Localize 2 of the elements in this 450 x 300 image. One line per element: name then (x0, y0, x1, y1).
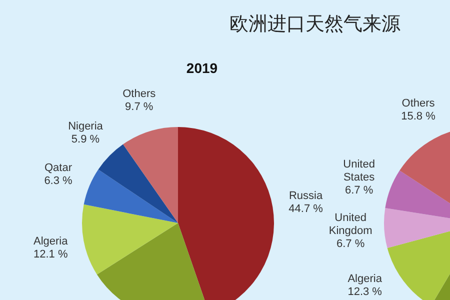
chart-subtitle: 2019 (186, 60, 218, 76)
chart-title: 欧洲进口天然气来源 (230, 13, 400, 35)
